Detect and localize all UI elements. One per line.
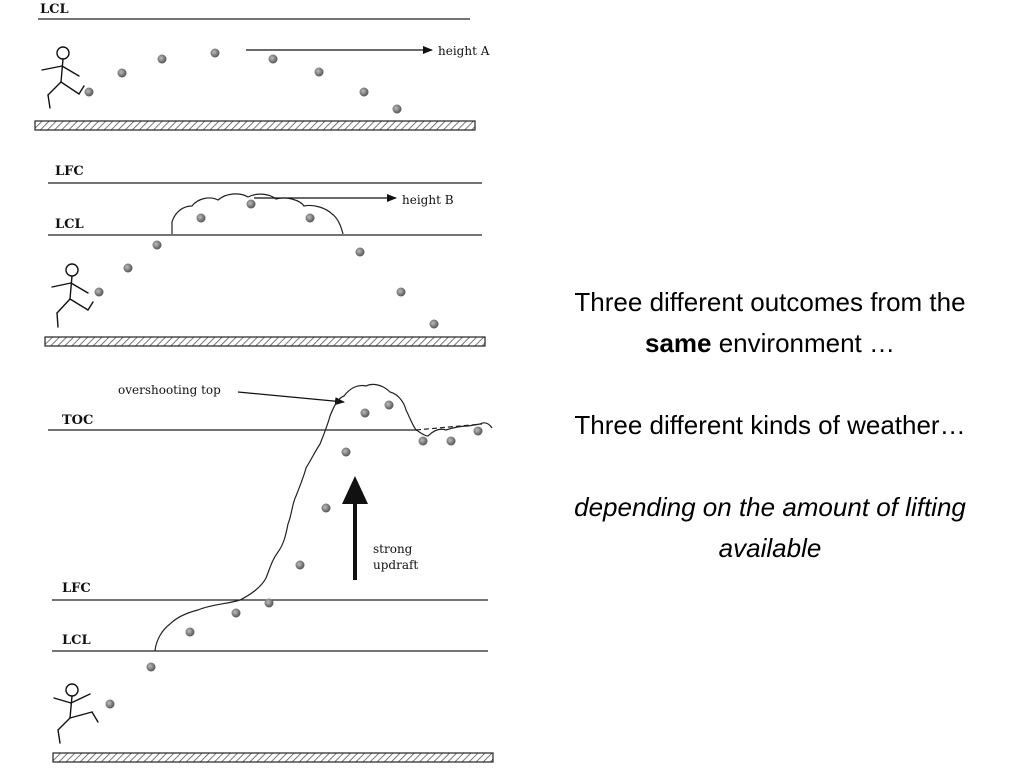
caption-para-1: Three different outcomes from the same e… — [574, 287, 966, 358]
ball-dot — [384, 400, 394, 410]
height-b-label: height B — [402, 193, 454, 207]
panel-b-lfc-label: LFC — [55, 164, 84, 179]
ball-dot — [84, 87, 94, 97]
ball-dot — [305, 213, 315, 223]
ball-dot — [146, 662, 156, 672]
ball-path-b — [94, 199, 439, 329]
cloud-b — [171, 193, 344, 235]
caption-text: Three different outcomes from the same e… — [560, 282, 980, 569]
ball-dot — [196, 213, 206, 223]
ball-dot — [231, 608, 241, 618]
caption-para-3: depending on the amount of lifting avail… — [574, 492, 966, 563]
ball-dot — [123, 263, 133, 273]
ground-a — [34, 120, 476, 131]
panel-a: LCL height A — [34, 2, 490, 131]
height-a-label: height A — [438, 44, 490, 58]
ball-dot — [210, 48, 220, 58]
panel-b: LFC LCL height B — [44, 164, 486, 347]
cumulonimbus-cloud — [154, 383, 493, 652]
ball-dot — [359, 87, 369, 97]
ball-dot — [392, 104, 402, 114]
ball-dot — [157, 54, 167, 64]
panel-c-toc-label: TOC — [62, 413, 93, 428]
ball-dot — [473, 426, 483, 436]
panel-c-lfc-label: LFC — [62, 581, 91, 596]
overshooting-top-arrow — [237, 391, 345, 406]
updraft-label-2: updraft — [373, 558, 418, 572]
ball-path-c — [105, 400, 483, 709]
updraft-label-1: strong — [373, 542, 413, 556]
ball-path-a — [84, 48, 402, 114]
ball-dot — [94, 287, 104, 297]
ball-dot — [321, 503, 331, 513]
stick-figure-c — [53, 683, 99, 744]
ball-dot — [105, 699, 115, 709]
ball-dot — [360, 408, 370, 418]
lifting-diagram: LCL height A LFC — [34, 2, 494, 763]
ball-dot — [185, 627, 195, 637]
ball-dot — [429, 319, 439, 329]
ball-dot — [418, 436, 428, 446]
overshooting-top-label: overshooting top — [118, 383, 221, 397]
panel-c: overshooting top TOC strong updraft LFC … — [48, 383, 494, 763]
stick-figure-b — [51, 263, 94, 328]
ball-dot — [355, 247, 365, 257]
ball-dot — [396, 287, 406, 297]
anvil-edge — [415, 423, 483, 431]
ball-dot — [246, 199, 256, 209]
panel-a-lcl-label: LCL — [40, 2, 69, 17]
ball-dot — [117, 68, 127, 78]
panel-b-lcl-label: LCL — [55, 217, 84, 232]
ball-dot — [264, 598, 274, 608]
ball-dot — [446, 436, 456, 446]
ball-dot — [268, 54, 278, 64]
ball-dot — [341, 447, 351, 457]
stick-figure-a — [41, 46, 85, 109]
caption-para-2: Three different kinds of weather… — [574, 410, 966, 440]
ground-b — [44, 336, 486, 347]
ball-dot — [314, 67, 324, 77]
ball-dot — [295, 560, 305, 570]
ground-c — [52, 752, 494, 763]
ball-dot — [152, 240, 162, 250]
emphasis-same: same — [644, 328, 712, 358]
updraft-arrow-head — [342, 476, 368, 504]
updraft — [342, 476, 368, 580]
panel-c-lcl-label: LCL — [62, 633, 91, 648]
